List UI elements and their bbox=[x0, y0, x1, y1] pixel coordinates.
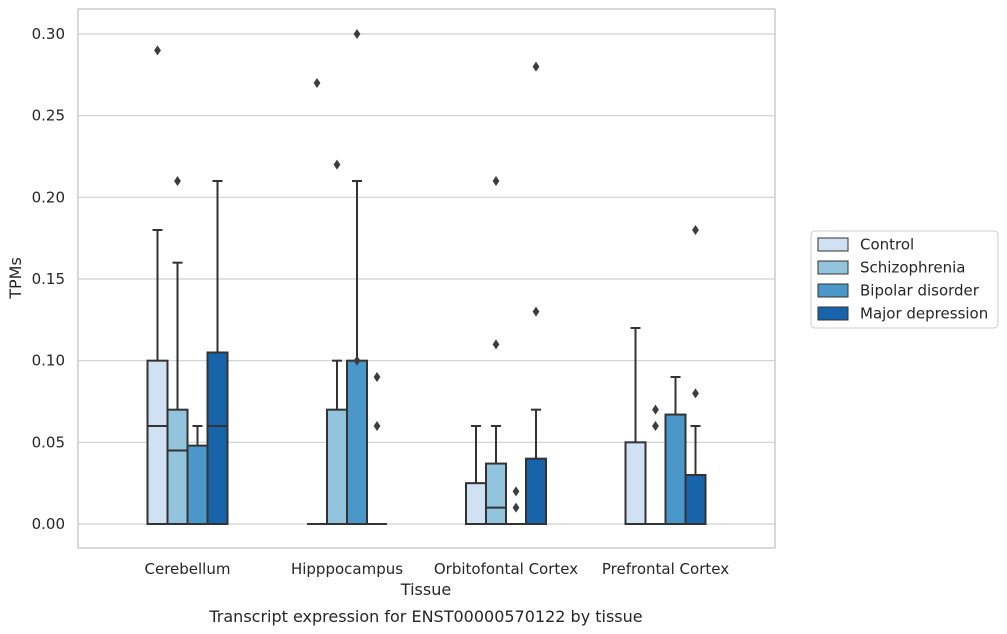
legend-swatch bbox=[817, 237, 849, 252]
box-body bbox=[485, 462, 507, 526]
outlier-point bbox=[174, 176, 181, 186]
outlier-point bbox=[373, 372, 381, 382]
box bbox=[186, 425, 209, 526]
box bbox=[624, 327, 647, 526]
outlier-point bbox=[333, 159, 341, 170]
box bbox=[367, 372, 387, 525]
y-tick-label: 0.30 bbox=[32, 25, 65, 43]
legend-swatch bbox=[817, 283, 849, 298]
legend-swatch bbox=[817, 260, 849, 275]
x-axis-ticks: Cerebellum Hipppocampus Orbitofontal Corte… bbox=[145, 560, 730, 578]
legend-label: Bipolar disorder bbox=[860, 282, 980, 300]
box-body bbox=[206, 351, 229, 525]
box bbox=[346, 29, 368, 525]
box-series-layer bbox=[146, 29, 707, 526]
outlier-point bbox=[154, 45, 161, 56]
outlier-point bbox=[512, 486, 520, 497]
legend-label: Schizophrenia bbox=[860, 259, 965, 277]
outlier-point bbox=[652, 404, 659, 415]
box-body bbox=[166, 408, 189, 525]
x-tick-label: Prefrontal Cortex bbox=[602, 560, 729, 578]
outlier-point bbox=[532, 306, 540, 317]
box bbox=[525, 61, 547, 525]
y-tick-label: 0.25 bbox=[32, 107, 65, 125]
outlier-point bbox=[353, 355, 361, 366]
box bbox=[664, 376, 687, 526]
legend: Control Schizophrenia Bipolar disorder Majo… bbox=[810, 230, 999, 329]
figure-caption: Transcript expression for ENST0000057012… bbox=[208, 607, 642, 626]
outlier-point bbox=[512, 502, 520, 513]
y-tick-label: 0.00 bbox=[32, 515, 65, 533]
y-axis-label: TPMs bbox=[6, 257, 25, 300]
box-body bbox=[326, 408, 348, 525]
box bbox=[146, 45, 169, 525]
plot-area-frame bbox=[77, 8, 776, 549]
y-tick-label: 0.20 bbox=[32, 188, 65, 206]
x-tick-label: Cerebellum bbox=[145, 560, 231, 578]
box bbox=[506, 486, 526, 525]
box-body bbox=[346, 359, 368, 525]
box bbox=[166, 176, 189, 525]
box bbox=[326, 159, 348, 525]
box bbox=[307, 78, 327, 525]
outlier-point bbox=[313, 78, 321, 88]
x-axis-label: Tissue bbox=[400, 580, 451, 599]
x-tick-label: Orbitofontal Cortex bbox=[434, 560, 578, 578]
legend-label: Control bbox=[860, 236, 914, 254]
outlier-point bbox=[492, 339, 500, 350]
legend-frame bbox=[810, 230, 999, 329]
outlier-point bbox=[353, 29, 361, 39]
box bbox=[645, 404, 666, 525]
box-body bbox=[664, 413, 687, 526]
outlier-point bbox=[373, 421, 381, 431]
outlier-point bbox=[532, 61, 540, 72]
box bbox=[465, 425, 487, 525]
box-body bbox=[146, 359, 169, 525]
box-body bbox=[624, 441, 647, 526]
box bbox=[485, 176, 507, 526]
outlier-point bbox=[692, 388, 699, 399]
y-tick-label: 0.05 bbox=[32, 433, 65, 451]
legend-label: Major depression bbox=[860, 305, 988, 323]
legend-swatch bbox=[817, 306, 849, 321]
y-axis-ticks: 0.00 0.05 0.10 0.15 0.20 0.25 0.30 bbox=[32, 25, 65, 533]
outlier-point bbox=[652, 421, 659, 431]
box-body bbox=[525, 457, 547, 525]
outlier-point bbox=[492, 176, 500, 186]
box bbox=[206, 180, 229, 525]
y-tick-label: 0.15 bbox=[32, 270, 65, 288]
box-body bbox=[465, 482, 487, 525]
grid-lines bbox=[78, 33, 775, 525]
x-tick-label: Hipppocampus bbox=[291, 560, 403, 578]
outlier-point bbox=[692, 225, 699, 235]
box-body bbox=[186, 444, 209, 526]
y-tick-label: 0.10 bbox=[32, 352, 65, 370]
box bbox=[684, 225, 707, 525]
box-body bbox=[684, 474, 707, 525]
